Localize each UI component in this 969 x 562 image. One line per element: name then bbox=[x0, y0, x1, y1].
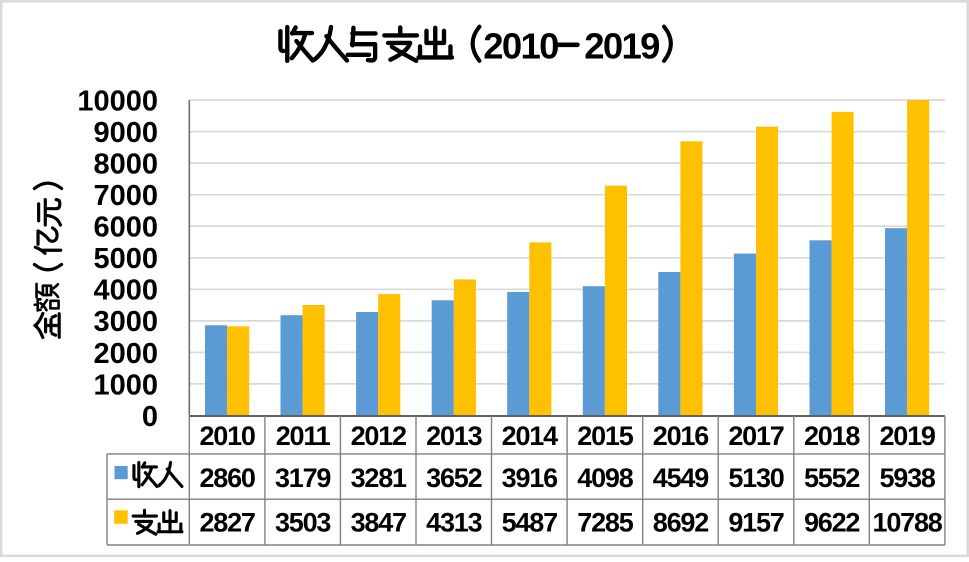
svg-text:5130: 5130 bbox=[728, 463, 783, 493]
svg-text:9000: 9000 bbox=[93, 117, 158, 149]
svg-text:2010: 2010 bbox=[483, 26, 558, 67]
svg-text:2019: 2019 bbox=[879, 421, 935, 451]
svg-text:1000: 1000 bbox=[93, 369, 158, 401]
svg-text:2013: 2013 bbox=[426, 421, 482, 451]
svg-text:3652: 3652 bbox=[426, 463, 481, 493]
svg-text:3281: 3281 bbox=[351, 463, 407, 493]
svg-text:2014: 2014 bbox=[502, 421, 558, 451]
svg-text:9622: 9622 bbox=[804, 508, 859, 538]
svg-text:3179: 3179 bbox=[275, 463, 331, 493]
svg-text:4549: 4549 bbox=[653, 463, 709, 493]
svg-text:2011: 2011 bbox=[276, 421, 331, 451]
svg-text:6000: 6000 bbox=[93, 212, 158, 244]
svg-text:8000: 8000 bbox=[93, 149, 158, 181]
svg-text:2016: 2016 bbox=[653, 421, 709, 451]
svg-text:2010: 2010 bbox=[199, 421, 254, 451]
svg-text:3916: 3916 bbox=[502, 463, 558, 493]
svg-text:7000: 7000 bbox=[93, 180, 158, 212]
svg-text:5552: 5552 bbox=[804, 463, 859, 493]
svg-text:8692: 8692 bbox=[653, 508, 708, 538]
svg-text:5487: 5487 bbox=[502, 508, 557, 538]
svg-text:7285: 7285 bbox=[577, 508, 633, 538]
svg-text:0: 0 bbox=[142, 401, 158, 433]
svg-text:3847: 3847 bbox=[351, 508, 406, 538]
svg-text:2000: 2000 bbox=[93, 338, 158, 370]
svg-text:4098: 4098 bbox=[577, 463, 633, 493]
svg-text:9157: 9157 bbox=[728, 508, 783, 538]
svg-text:2018: 2018 bbox=[804, 421, 860, 451]
svg-text:2012: 2012 bbox=[351, 421, 406, 451]
svg-text:4000: 4000 bbox=[93, 275, 158, 307]
svg-text:2015: 2015 bbox=[577, 421, 633, 451]
svg-text:2019: 2019 bbox=[584, 26, 659, 67]
svg-text:2860: 2860 bbox=[199, 463, 254, 493]
svg-text:10000: 10000 bbox=[77, 85, 158, 117]
svg-text:5000: 5000 bbox=[93, 243, 158, 275]
svg-text:2827: 2827 bbox=[199, 508, 254, 538]
svg-text:10788: 10788 bbox=[873, 508, 943, 538]
svg-text:3000: 3000 bbox=[93, 306, 158, 338]
svg-text:4313: 4313 bbox=[426, 508, 482, 538]
svg-text:5938: 5938 bbox=[879, 463, 935, 493]
svg-text:2017: 2017 bbox=[728, 421, 783, 451]
svg-text:3503: 3503 bbox=[275, 508, 331, 538]
